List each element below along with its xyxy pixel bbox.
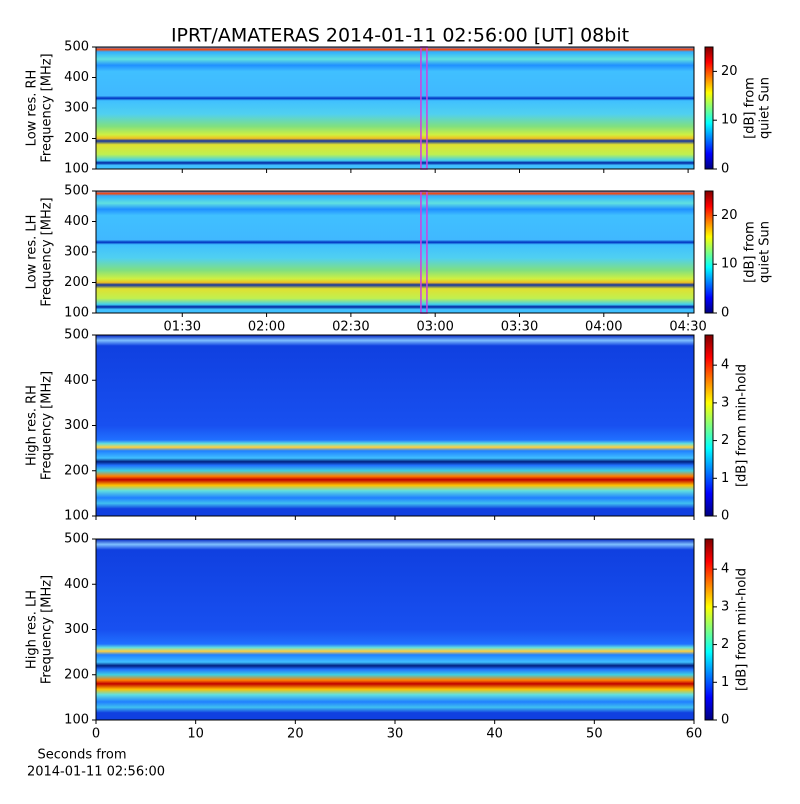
x-tick-label: 02:00 — [248, 320, 285, 335]
y-tick-label: 400 — [64, 214, 89, 229]
colorbar-tick-label: 10 — [721, 113, 738, 128]
y-axis-label: Low res. LH — [25, 215, 40, 290]
spectrogram — [96, 191, 694, 313]
colorbar-tick-label: 0 — [721, 713, 729, 728]
spectrogram — [96, 335, 694, 516]
y-tick-label: 100 — [64, 306, 89, 321]
colorbar-tick-label: 1 — [721, 675, 729, 690]
y-tick-label: 400 — [64, 373, 89, 388]
x-tick-label: 10 — [187, 727, 204, 742]
colorbar-tick-label: 0 — [721, 162, 729, 177]
y-tick-label: 400 — [64, 70, 89, 85]
y-axis-label: High res. LH — [25, 590, 40, 669]
y-axis-label: Frequency [MHz] — [40, 371, 55, 480]
y-tick-label: 100 — [64, 509, 89, 524]
colorbar — [704, 334, 714, 517]
x-tick-label: 50 — [586, 727, 603, 742]
colorbar-tick-label: 20 — [721, 64, 738, 79]
y-axis-label: Frequency [MHz] — [40, 53, 55, 162]
y-tick-label: 300 — [64, 101, 89, 116]
colorbar-tick-label: 2 — [721, 637, 729, 652]
x-tick-label: 02:30 — [332, 320, 369, 335]
colorbar-tick-label: 4 — [721, 358, 729, 373]
colorbar-label: quiet Sun — [758, 77, 773, 139]
y-tick-label: 500 — [64, 184, 89, 199]
y-tick-label: 200 — [64, 275, 89, 290]
y-tick-label: 300 — [64, 622, 89, 637]
colorbar-tick-label: 3 — [721, 599, 729, 614]
colorbar-tick-label: 1 — [721, 471, 729, 486]
colorbar-label: [dB] from — [743, 77, 758, 139]
x-axis-label: 2014-01-11 02:56:00 — [27, 765, 165, 780]
y-axis-label: Frequency [MHz] — [40, 197, 55, 306]
colorbar-label: [dB] from min-hold — [735, 364, 750, 487]
colorbar-tick-label: 4 — [721, 562, 729, 577]
x-axis-label: Seconds from — [37, 748, 126, 763]
y-tick-label: 400 — [64, 577, 89, 592]
x-tick-label: 04:30 — [669, 320, 706, 335]
colorbar-tick-label: 20 — [721, 208, 738, 223]
x-tick-label: 03:30 — [501, 320, 538, 335]
colorbar-tick-label: 0 — [721, 306, 729, 321]
x-tick-label: 60 — [686, 727, 703, 742]
x-tick-label: 01:30 — [164, 320, 201, 335]
x-tick-label: 04:00 — [585, 320, 622, 335]
colorbar — [704, 538, 714, 721]
y-tick-label: 500 — [64, 40, 89, 55]
x-tick-label: 30 — [387, 727, 404, 742]
colorbar — [704, 190, 714, 314]
y-tick-label: 100 — [64, 713, 89, 728]
spectrogram — [96, 539, 694, 720]
colorbar-label: [dB] from — [743, 221, 758, 283]
y-tick-label: 300 — [64, 418, 89, 433]
x-tick-label: 03:00 — [416, 320, 453, 335]
y-tick-label: 500 — [64, 328, 89, 343]
colorbar-tick-label: 2 — [721, 433, 729, 448]
y-tick-label: 200 — [64, 131, 89, 146]
y-axis-label: High res. RH — [25, 385, 40, 466]
y-tick-label: 300 — [64, 245, 89, 260]
y-tick-label: 100 — [64, 162, 89, 177]
spectrogram — [96, 47, 694, 169]
colorbar-label: quiet Sun — [758, 221, 773, 283]
colorbar-tick-label: 3 — [721, 395, 729, 410]
figure-title: IPRT/AMATERAS 2014-01-11 02:56:00 [UT] 0… — [171, 25, 629, 47]
x-tick-label: 0 — [92, 727, 100, 742]
colorbar — [704, 46, 714, 170]
y-tick-label: 500 — [64, 532, 89, 547]
y-tick-label: 200 — [64, 463, 89, 478]
x-tick-label: 40 — [486, 727, 503, 742]
y-axis-label: Frequency [MHz] — [40, 575, 55, 684]
y-axis-label: Low res. RH — [25, 70, 40, 147]
colorbar-label: [dB] from min-hold — [735, 568, 750, 691]
colorbar-tick-label: 10 — [721, 257, 738, 272]
x-tick-label: 20 — [287, 727, 304, 742]
colorbar-tick-label: 0 — [721, 509, 729, 524]
y-tick-label: 200 — [64, 667, 89, 682]
